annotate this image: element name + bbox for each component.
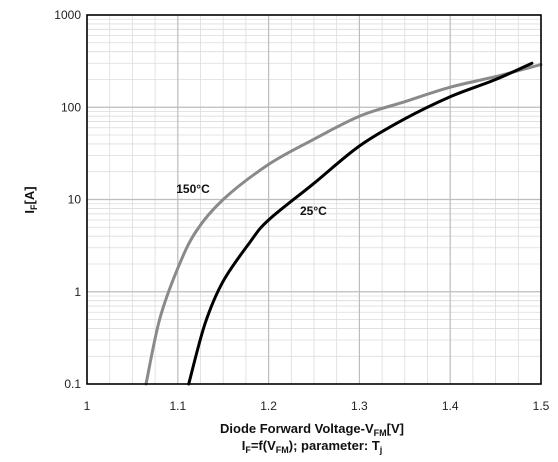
y-tick-label: 100 [61,100,81,114]
x-tick-label: 1.3 [351,399,368,413]
x-tick-label: 1.2 [260,399,277,413]
chart-caption: IF=f(VFM); parameter: Tj [242,438,383,455]
y-tick-label: 0.1 [64,377,81,391]
x-axis-label: Diode Forward Voltage-VFM[V] [220,421,404,438]
y-axis-label: IF[A] [22,186,39,213]
x-tick-label: 1 [84,399,91,413]
series-line-25c [187,61,534,386]
series-label-150c: 150°C [176,182,210,196]
y-tick-label: 1000 [54,8,81,22]
y-tick-label: 10 [68,193,82,207]
major-grid [87,15,541,384]
x-tick-labels: 1 1.1 1.2 1.3 1.4 1.5 [84,399,550,413]
plot-frame [86,14,542,385]
y-tick-labels: 0.1 1 10 100 1000 [54,8,81,391]
series-line-150c [144,63,543,386]
series-label-25c: 25°C [300,204,327,218]
y-tick-label: 1 [74,285,81,299]
series-layer [144,61,543,386]
x-tick-label: 1.4 [442,399,459,413]
x-tick-label: 1.5 [533,399,550,413]
x-tick-label: 1.1 [169,399,186,413]
series-labels: 150°C 25°C [176,182,327,218]
